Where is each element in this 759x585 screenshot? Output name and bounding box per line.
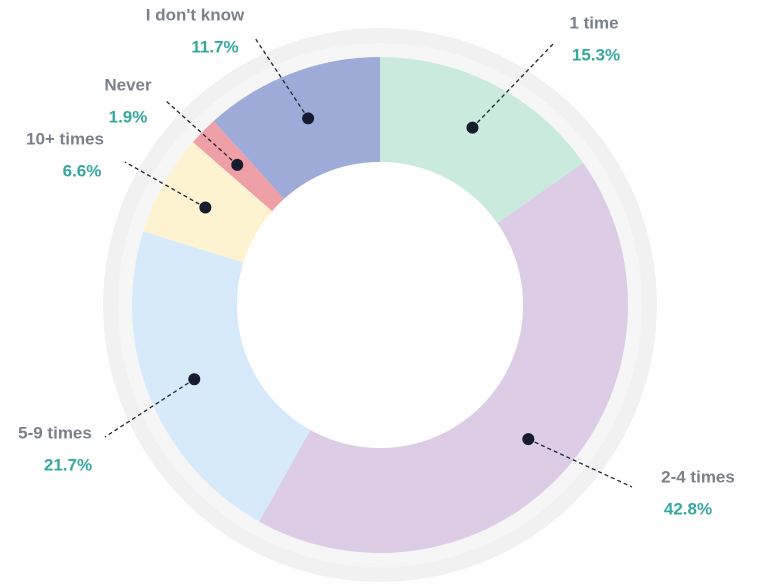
leader-dot — [231, 158, 244, 171]
leader-line — [472, 41, 556, 129]
leader-line — [124, 161, 206, 209]
leader-line — [164, 99, 238, 166]
value-label: 15.3% — [572, 45, 620, 64]
donut-segment — [380, 57, 584, 224]
value-label: 6.6% — [63, 161, 102, 180]
donut-hole — [237, 162, 523, 448]
category-label: Never — [104, 75, 152, 94]
leader-dot — [199, 201, 212, 214]
donut-segment — [259, 163, 628, 553]
category-label: 10+ times — [26, 129, 104, 148]
leader-dot — [188, 373, 201, 386]
category-label: I don't know — [146, 5, 245, 24]
value-label: 42.8% — [664, 499, 712, 518]
leader-dot — [466, 121, 479, 134]
category-label: 1 time — [569, 13, 618, 32]
leader-line — [104, 378, 195, 438]
value-label: 1.9% — [109, 107, 148, 126]
value-label: 21.7% — [44, 455, 92, 474]
leader-line — [528, 438, 633, 488]
leader-dot — [522, 433, 535, 446]
donut-segment — [213, 57, 380, 199]
category-label: 2-4 times — [661, 467, 735, 486]
value-label: 11.7% — [191, 37, 238, 56]
donut-segment — [132, 231, 311, 522]
category-label: 5-9 times — [18, 423, 92, 442]
leader-dot — [302, 112, 315, 125]
leader-line — [254, 37, 309, 119]
